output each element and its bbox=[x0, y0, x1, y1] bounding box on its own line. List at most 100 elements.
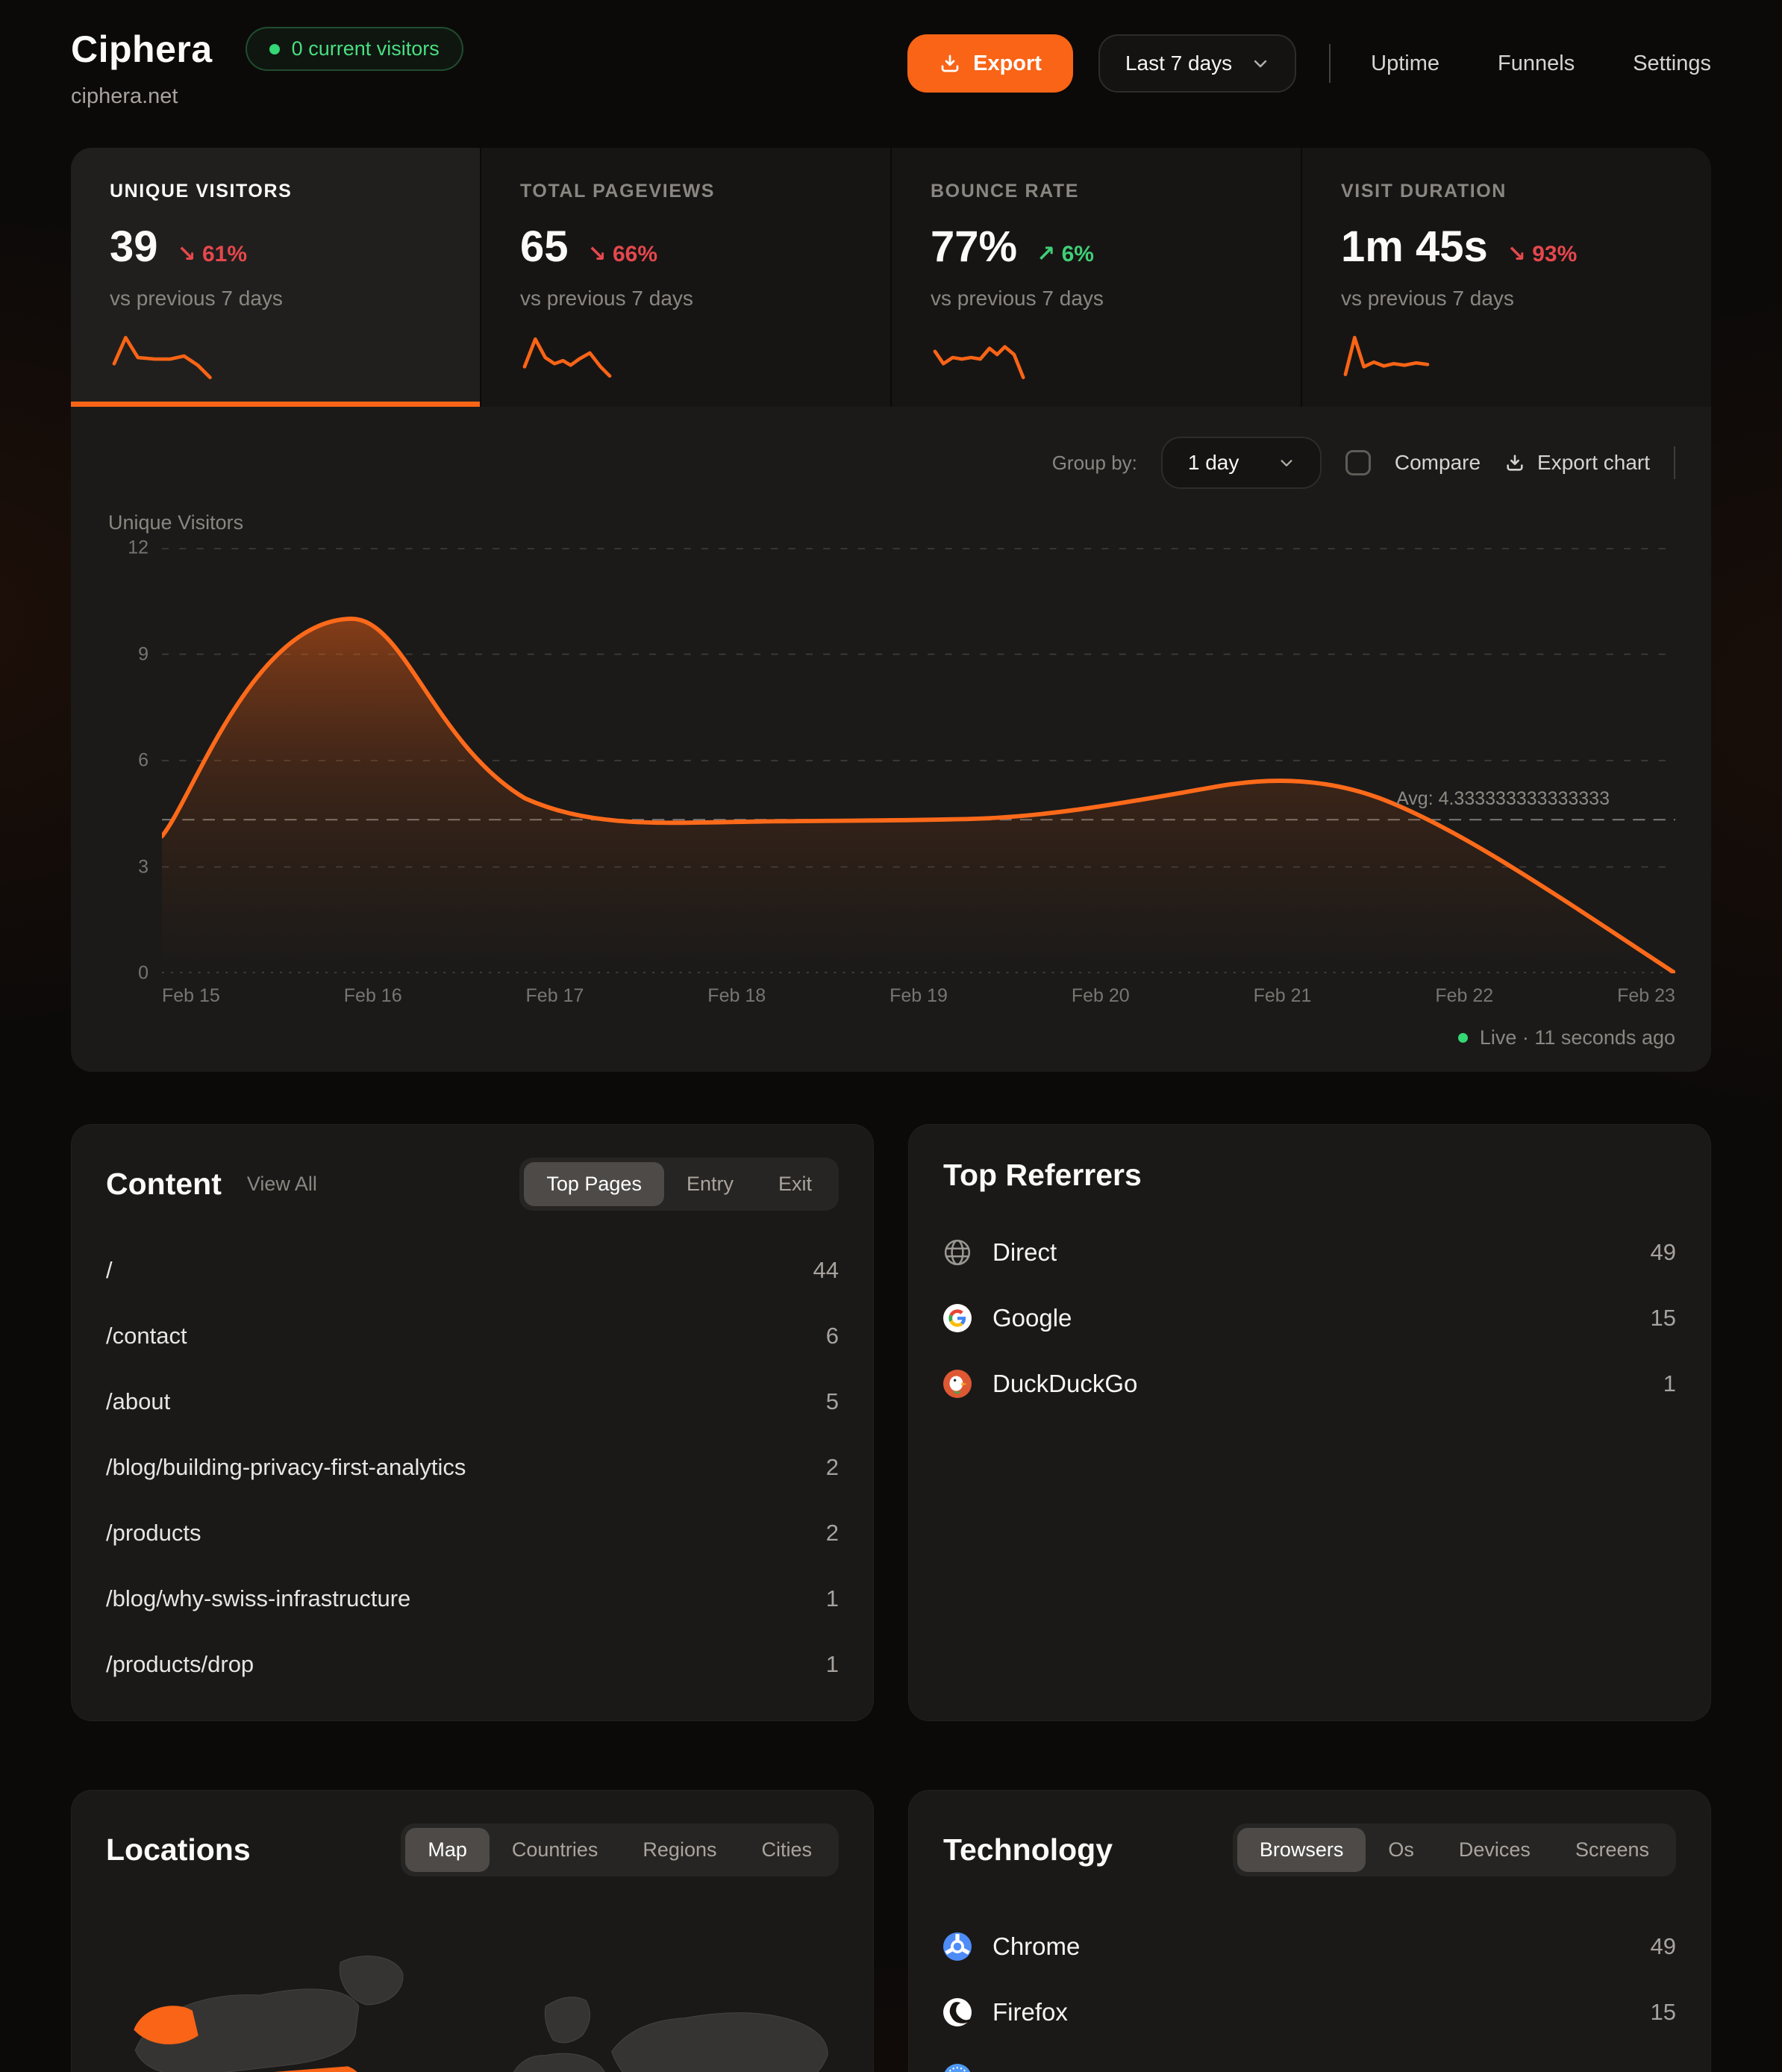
browser-row[interactable]: Chrome 49 bbox=[943, 1914, 1676, 1979]
tab-top-pages[interactable]: Top Pages bbox=[524, 1162, 664, 1206]
stat-label: VISIT DURATION bbox=[1341, 181, 1507, 202]
page-count: 1 bbox=[825, 1585, 839, 1611]
chevron-down-icon bbox=[1281, 460, 1292, 466]
tab-screens[interactable]: Screens bbox=[1553, 1828, 1672, 1872]
content-row[interactable]: /about 5 bbox=[106, 1369, 839, 1435]
browser-count: 15 bbox=[1650, 1999, 1676, 2025]
technology-tabs: Browsers Os Devices Screens bbox=[1232, 1823, 1676, 1876]
stat-card-unique-visitors[interactable]: UNIQUE VISITORS 39 ↘ 61% vs previous 7 d… bbox=[71, 148, 480, 407]
tab-cities[interactable]: Cities bbox=[739, 1828, 834, 1872]
current-visitors-badge: 0 current visitors bbox=[245, 27, 463, 71]
page-path: /about bbox=[106, 1388, 171, 1414]
view-all-link[interactable]: View All bbox=[246, 1173, 317, 1195]
page-path: / bbox=[106, 1257, 113, 1283]
referrer-count: 49 bbox=[1650, 1239, 1676, 1265]
tab-exit[interactable]: Exit bbox=[756, 1162, 834, 1206]
nav-uptime[interactable]: Uptime bbox=[1371, 51, 1440, 75]
tab-os[interactable]: Os bbox=[1366, 1828, 1436, 1872]
tab-countries[interactable]: Countries bbox=[490, 1828, 621, 1872]
page-path: /contact bbox=[106, 1323, 187, 1349]
browser-row-partial[interactable] bbox=[943, 2045, 1676, 2072]
stat-value: 1m 45s bbox=[1341, 222, 1488, 271]
stat-label: BOUNCE RATE bbox=[931, 181, 1080, 202]
chart-area: 12 9 6 3 0 bbox=[107, 537, 1675, 984]
technology-panel: Technology Browsers Os Devices Screens bbox=[908, 1790, 1711, 2072]
stat-card-visit-duration[interactable]: VISIT DURATION 1m 45s ↘ 93% vs previous … bbox=[1302, 148, 1711, 407]
y-tick: 12 bbox=[128, 537, 148, 558]
technology-title: Technology bbox=[943, 1832, 1113, 1867]
x-tick: Feb 22 bbox=[1435, 985, 1494, 1006]
stats-row: UNIQUE VISITORS 39 ↘ 61% vs previous 7 d… bbox=[71, 148, 1711, 407]
content-row[interactable]: /blog/building-privacy-first-analytics 2 bbox=[106, 1435, 839, 1500]
tab-entry[interactable]: Entry bbox=[664, 1162, 756, 1206]
stat-compare: vs previous 7 days bbox=[520, 287, 693, 310]
stat-compare: vs previous 7 days bbox=[110, 287, 283, 310]
nav-funnels[interactable]: Funnels bbox=[1498, 51, 1575, 75]
referrer-name: Google bbox=[992, 1304, 1072, 1332]
tab-browsers[interactable]: Browsers bbox=[1237, 1828, 1366, 1872]
content-list: / 44 /contact 6 /about 5 /blog/building-… bbox=[106, 1238, 839, 1697]
referrers-title: Top Referrers bbox=[943, 1158, 1142, 1192]
main-chart-panel: Group by: 1 day Compare Export chart Uni… bbox=[71, 407, 1711, 1072]
x-tick: Feb 17 bbox=[525, 985, 584, 1006]
content-row[interactable]: /products 2 bbox=[106, 1500, 839, 1566]
stat-delta: ↘ 61% bbox=[177, 242, 248, 266]
content-row[interactable]: /blog/why-swiss-infrastructure 1 bbox=[106, 1566, 839, 1632]
live-status-text: Live · 11 seconds ago bbox=[1479, 1026, 1675, 1049]
content-row[interactable]: / 44 bbox=[106, 1238, 839, 1303]
header-divider bbox=[1329, 44, 1331, 83]
browser-row[interactable]: Firefox 15 bbox=[943, 1979, 1676, 2045]
download-icon bbox=[1507, 455, 1523, 471]
export-chart-button[interactable]: Export chart bbox=[1504, 451, 1650, 475]
site-domain: ciphera.net bbox=[71, 84, 178, 108]
referrer-count: 15 bbox=[1650, 1305, 1676, 1331]
stat-compare: vs previous 7 days bbox=[931, 287, 1104, 310]
group-by-select[interactable]: 1 day bbox=[1160, 437, 1322, 489]
locations-tabs: Map Countries Regions Cities bbox=[401, 1823, 839, 1876]
chart-controls: Group by: 1 day Compare Export chart bbox=[107, 437, 1675, 489]
page-path: /products bbox=[106, 1520, 201, 1546]
header-right: Export Last 7 days Uptime Funnels Settin… bbox=[907, 34, 1711, 93]
page-count: 1 bbox=[825, 1651, 839, 1677]
referrer-row[interactable]: DuckDuckGo 1 bbox=[943, 1351, 1676, 1417]
referrer-row[interactable]: Direct 49 bbox=[943, 1220, 1676, 1285]
content-row[interactable]: /contact 6 bbox=[106, 1303, 839, 1369]
stat-value: 39 bbox=[110, 222, 158, 271]
tab-map[interactable]: Map bbox=[405, 1828, 490, 1872]
page-count: 2 bbox=[825, 1454, 839, 1480]
chart-x-axis: Feb 15 Feb 16 Feb 17 Feb 18 Feb 19 Feb 2… bbox=[162, 985, 1675, 1007]
referrers-panel: Top Referrers Direct 49 bbox=[908, 1124, 1711, 1721]
stat-card-bounce-rate[interactable]: BOUNCE RATE 77% ↗ 6% vs previous 7 days bbox=[892, 148, 1301, 407]
stat-value: 65 bbox=[520, 222, 569, 271]
referrer-row[interactable]: Google 15 bbox=[943, 1285, 1676, 1351]
tab-devices[interactable]: Devices bbox=[1436, 1828, 1553, 1872]
date-range-select[interactable]: Last 7 days bbox=[1098, 34, 1297, 93]
referrer-name: Direct bbox=[992, 1238, 1057, 1266]
download-icon bbox=[941, 54, 959, 72]
chart-plot[interactable]: Avg: 4.333333333333333 bbox=[162, 548, 1675, 973]
page-path: /blog/building-privacy-first-analytics bbox=[106, 1454, 466, 1480]
content-panel: Content View All Top Pages Entry Exit / … bbox=[71, 1124, 874, 1721]
x-tick: Feb 18 bbox=[707, 985, 766, 1006]
chart-series-label: Unique Visitors bbox=[108, 511, 244, 534]
page-path: /products/drop bbox=[106, 1651, 254, 1677]
x-tick: Feb 16 bbox=[343, 985, 402, 1006]
x-tick: Feb 15 bbox=[162, 985, 220, 1006]
compare-checkbox[interactable] bbox=[1345, 450, 1371, 475]
export-button[interactable]: Export bbox=[907, 34, 1073, 93]
bottom-grid: Locations Map Countries Regions Cities bbox=[71, 1790, 1711, 2072]
content-row[interactable]: /products/drop 1 bbox=[106, 1632, 839, 1697]
world-map-svg bbox=[134, 1956, 828, 2072]
sparkline-total-pageviews bbox=[522, 337, 612, 378]
page-count: 44 bbox=[813, 1257, 839, 1283]
group-by-value: 1 day bbox=[1187, 451, 1239, 474]
y-tick: 0 bbox=[138, 962, 148, 984]
page-count: 5 bbox=[825, 1388, 839, 1414]
globe-icon bbox=[944, 1239, 971, 1266]
stat-value: 77% bbox=[931, 222, 1018, 271]
stat-card-total-pageviews[interactable]: TOTAL PAGEVIEWS 65 ↘ 66% vs previous 7 d… bbox=[481, 148, 890, 407]
nav-settings[interactable]: Settings bbox=[1633, 51, 1711, 75]
tab-regions[interactable]: Regions bbox=[620, 1828, 739, 1872]
y-tick: 6 bbox=[138, 749, 148, 771]
